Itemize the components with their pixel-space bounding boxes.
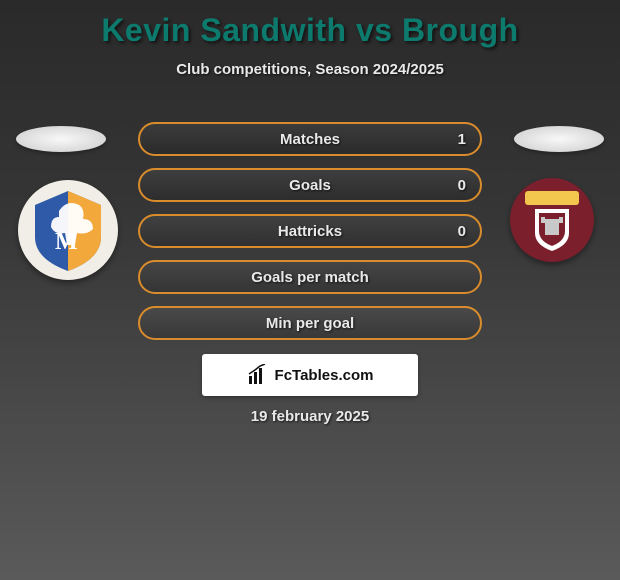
- stat-row-min-per-goal: Min per goal: [138, 306, 482, 340]
- stat-label: Matches: [280, 131, 340, 148]
- stat-label: Min per goal: [266, 315, 354, 332]
- player-photo-placeholder-right: [514, 126, 604, 152]
- northampton-crest-icon: [515, 183, 589, 257]
- stat-label: Goals per match: [251, 269, 369, 286]
- svg-text:M: M: [55, 229, 78, 255]
- stat-row-hattricks: Hattricks 0: [138, 214, 482, 248]
- club-crest-right: [510, 178, 594, 262]
- mansfield-crest-icon: M: [23, 185, 113, 275]
- stats-list: Matches 1 Goals 0 Hattricks 0 Goals per …: [138, 122, 482, 352]
- stat-row-goals: Goals 0: [138, 168, 482, 202]
- brand-text: FcTables.com: [275, 367, 374, 384]
- stat-row-goals-per-match: Goals per match: [138, 260, 482, 294]
- club-crest-left: M: [18, 180, 118, 280]
- subtitle: Club competitions, Season 2024/2025: [0, 61, 620, 78]
- stat-value: 1: [458, 131, 466, 148]
- date-text: 19 february 2025: [0, 408, 620, 425]
- stat-value: 0: [458, 223, 466, 240]
- stat-label: Hattricks: [278, 223, 342, 240]
- player-photo-placeholder-left: [16, 126, 106, 152]
- stat-value: 0: [458, 177, 466, 194]
- bar-chart-icon: [247, 364, 269, 386]
- stat-row-matches: Matches 1: [138, 122, 482, 156]
- stat-label: Goals: [289, 177, 331, 194]
- brand-box[interactable]: FcTables.com: [202, 354, 418, 396]
- page-title: Kevin Sandwith vs Brough: [0, 0, 620, 49]
